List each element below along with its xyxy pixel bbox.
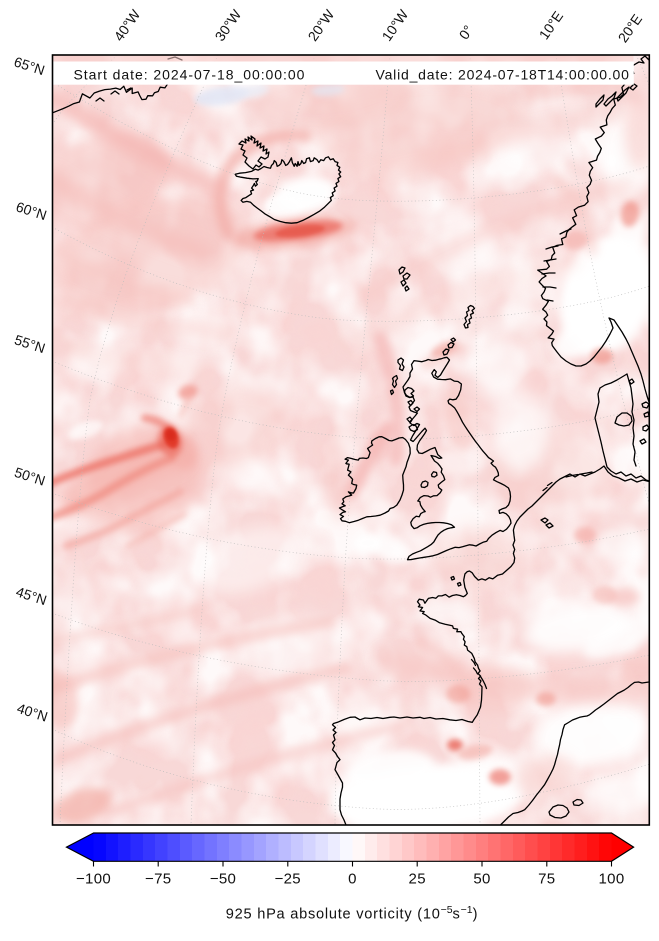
svg-text:Start date: 2024-07-18_00:00:0: Start date: 2024-07-18_00:00:00	[74, 66, 306, 82]
svg-text:25: 25	[409, 871, 426, 888]
svg-text:Valid_date: 2024-07-18T14:00:0: Valid_date: 2024-07-18T14:00:00.00	[376, 66, 630, 82]
svg-text:75: 75	[538, 871, 555, 888]
svg-text:100: 100	[599, 871, 625, 888]
svg-text:0: 0	[348, 871, 357, 888]
svg-text:−75: −75	[145, 871, 171, 888]
svg-text:−50: −50	[210, 871, 236, 888]
svg-text:−25: −25	[275, 871, 301, 888]
svg-text:50: 50	[473, 871, 490, 888]
svg-text:925 hPa absolute vorticity (10: 925 hPa absolute vorticity (10−5s−1)	[226, 904, 478, 923]
svg-text:−100: −100	[76, 871, 111, 888]
